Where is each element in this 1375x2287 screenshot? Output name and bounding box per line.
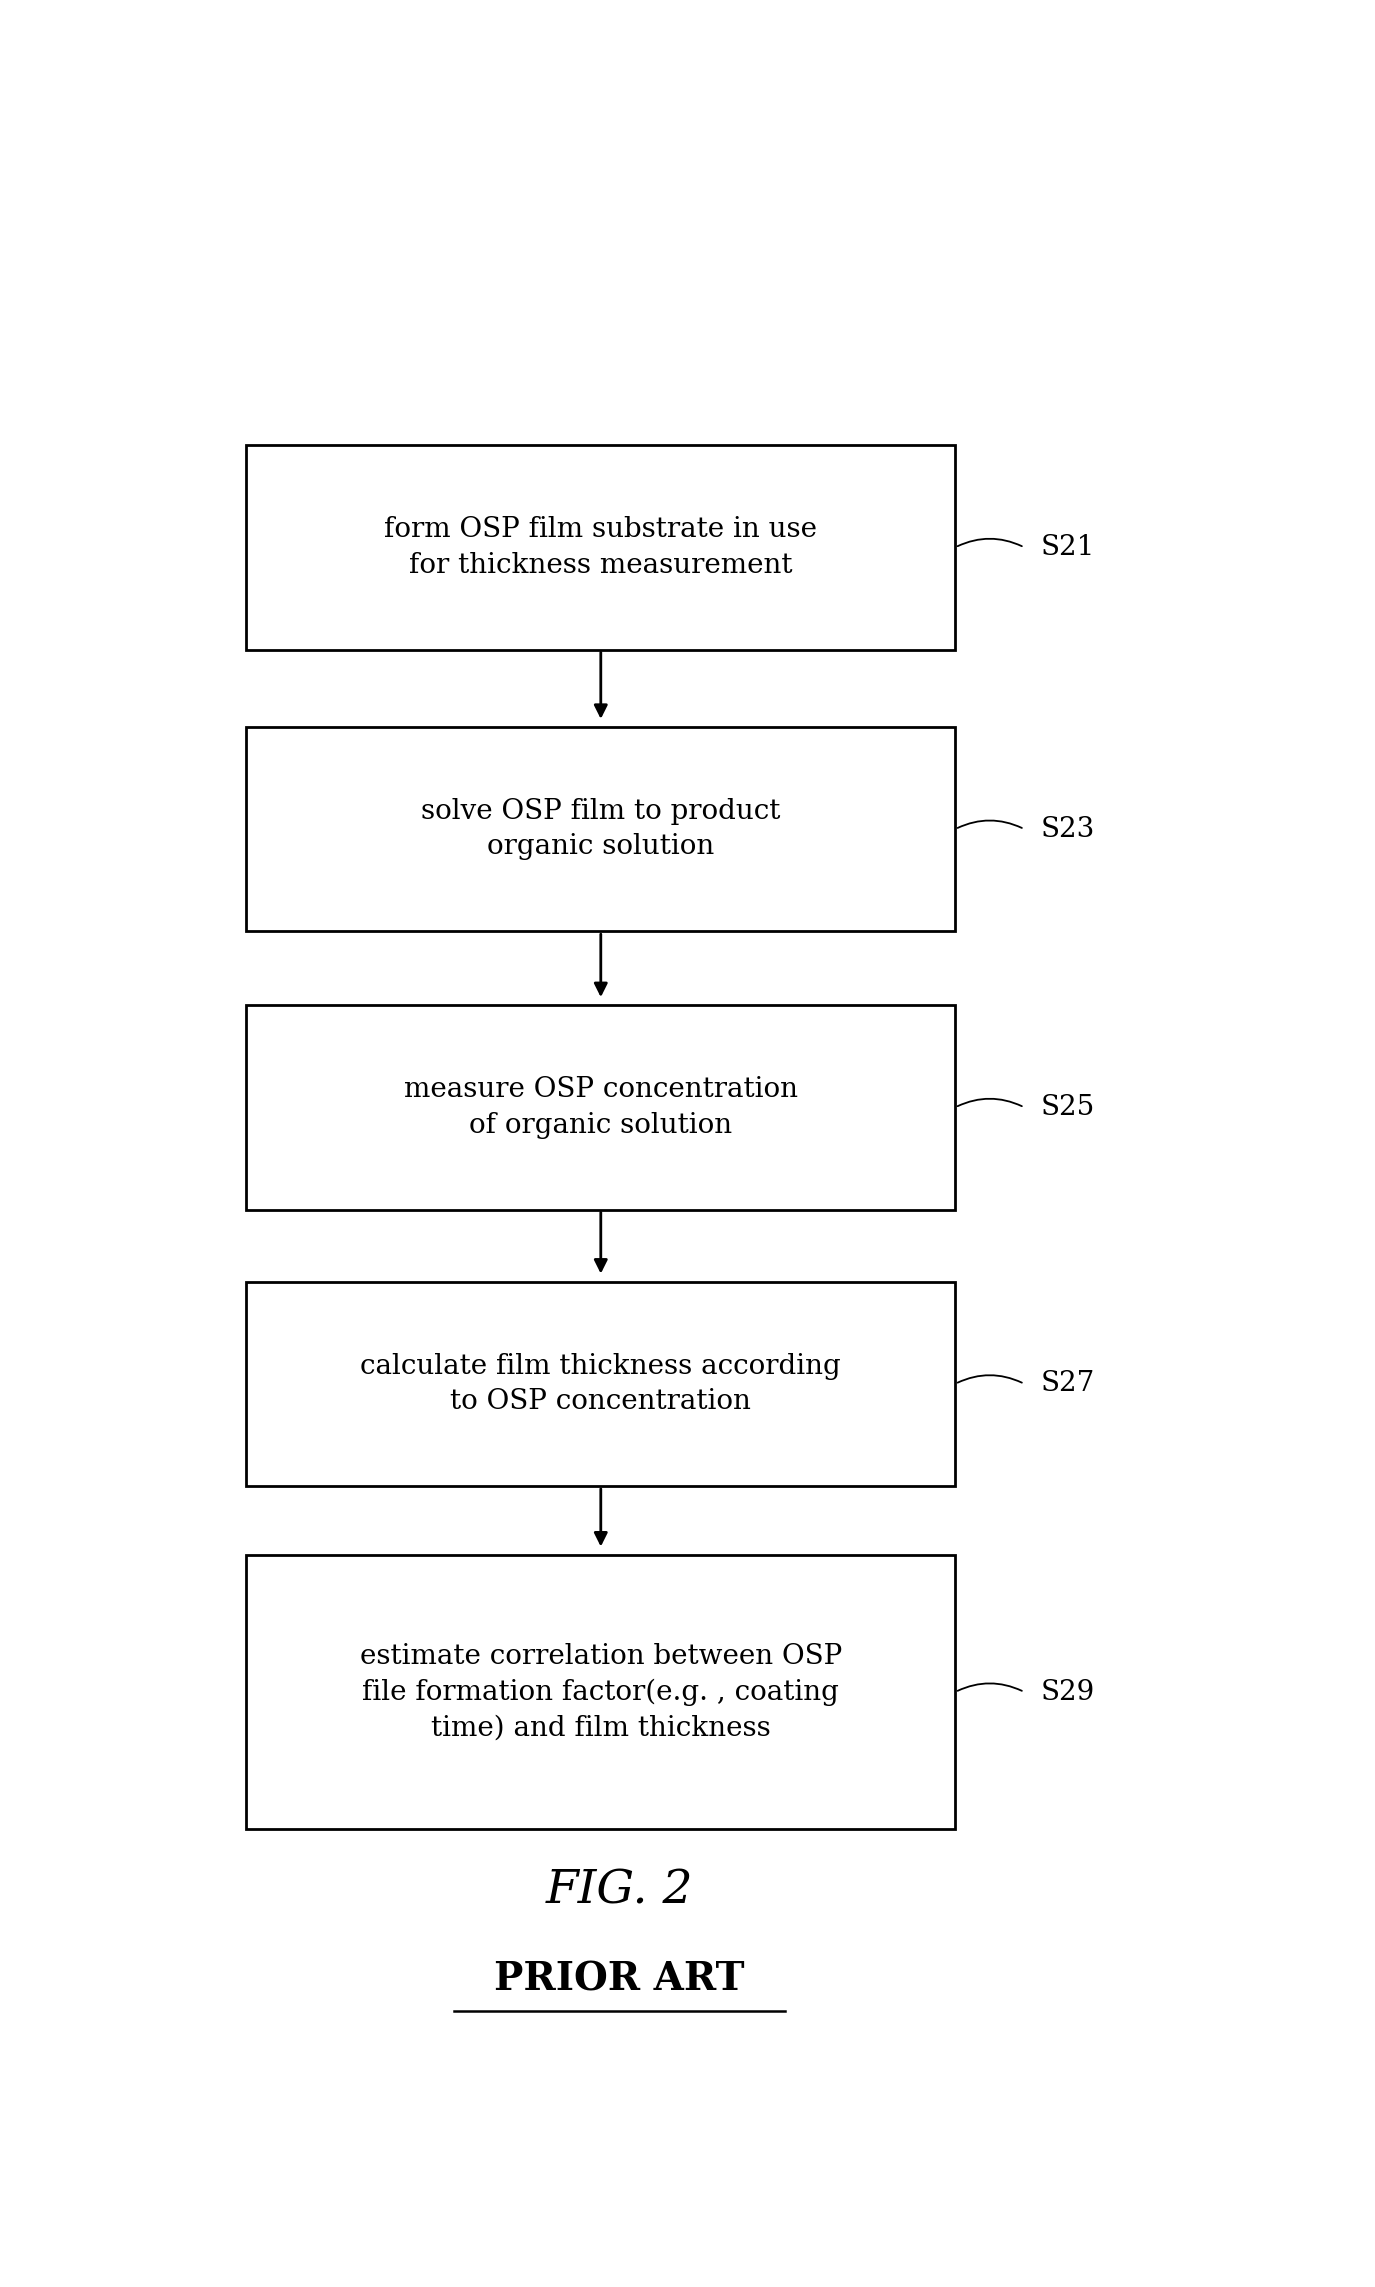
Text: S23: S23 [1041,816,1094,842]
Bar [246,446,956,650]
Text: form OSP film substrate in use
for thickness measurement: form OSP film substrate in use for thick… [384,517,817,579]
Text: S25: S25 [1041,1093,1094,1121]
Text: S21: S21 [1041,533,1094,560]
Text: S27: S27 [1041,1370,1094,1397]
Text: measure OSP concentration
of organic solution: measure OSP concentration of organic sol… [404,1077,798,1139]
Text: S29: S29 [1041,1679,1094,1706]
Text: FIG. 2: FIG. 2 [546,1868,693,1914]
Bar [246,727,956,931]
Text: estimate correlation between OSP
file formation factor(e.g. , coating
time) and : estimate correlation between OSP file fo… [360,1642,842,1740]
Text: PRIOR ART: PRIOR ART [494,1960,745,1999]
Bar [246,1281,956,1487]
Bar [246,1555,956,1830]
Text: calculate film thickness according
to OSP concentration: calculate film thickness according to OS… [360,1352,842,1416]
Text: solve OSP film to product
organic solution: solve OSP film to product organic soluti… [421,798,781,860]
Bar [246,1006,956,1210]
